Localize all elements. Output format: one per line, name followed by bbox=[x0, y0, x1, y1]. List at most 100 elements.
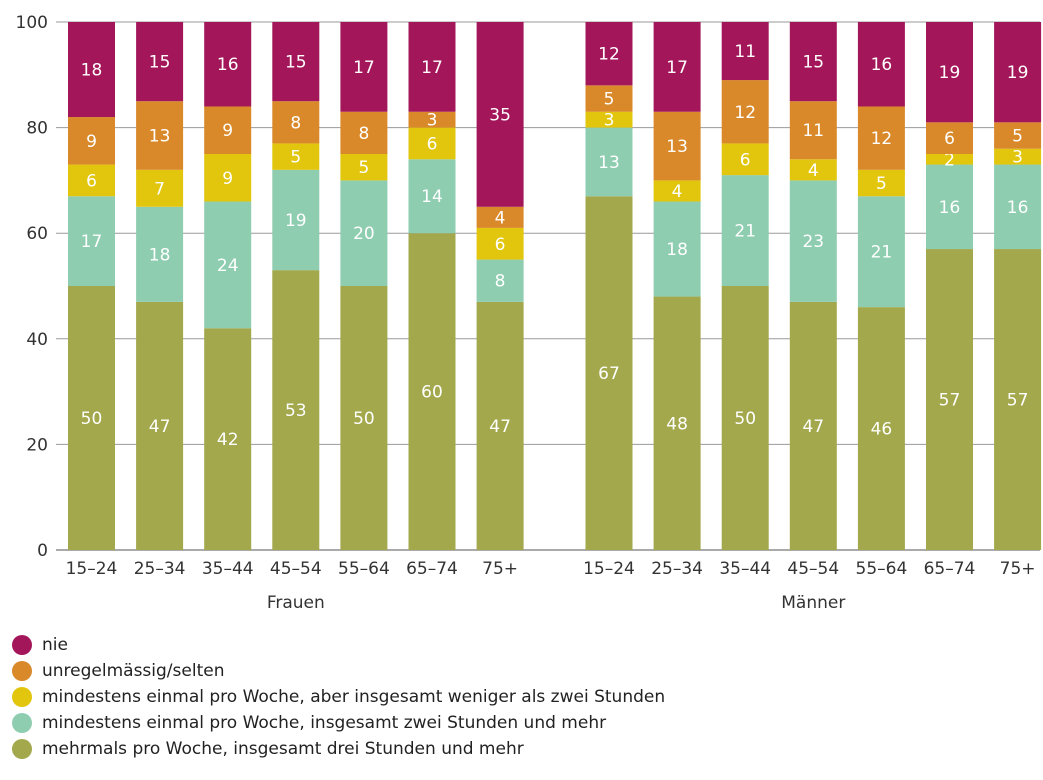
legend-label: mehrmals pro Woche, insgesamt drei Stund… bbox=[42, 739, 524, 759]
x-tick-label: 25–34 bbox=[134, 559, 186, 579]
bar-segment bbox=[721, 80, 769, 144]
data-label: 3 bbox=[604, 111, 615, 131]
bar-segment bbox=[340, 180, 388, 286]
bar-segment bbox=[476, 206, 524, 228]
data-label: 11 bbox=[802, 121, 824, 141]
data-label: 16 bbox=[871, 55, 893, 75]
data-label: 3 bbox=[1012, 148, 1023, 168]
data-label: 50 bbox=[734, 409, 756, 429]
data-label: 19 bbox=[285, 211, 307, 231]
legend-swatch bbox=[12, 661, 32, 681]
bar-segment bbox=[272, 101, 320, 144]
bar-segment bbox=[340, 286, 388, 550]
data-label: 8 bbox=[290, 113, 301, 133]
data-label: 17 bbox=[81, 232, 103, 252]
bar-segment bbox=[994, 249, 1042, 551]
data-label: 57 bbox=[1007, 391, 1029, 411]
x-tick-label: 55–64 bbox=[338, 559, 390, 579]
bar-segment bbox=[585, 127, 633, 197]
bar-segment bbox=[204, 328, 252, 550]
bar-segment bbox=[994, 148, 1042, 165]
bar-segment bbox=[272, 143, 320, 170]
legend-label: unregelmässig/selten bbox=[42, 661, 225, 681]
x-tick-label: 75+ bbox=[1000, 559, 1036, 579]
legend-item: unregelmässig/selten bbox=[12, 658, 665, 684]
data-label: 47 bbox=[489, 417, 511, 437]
x-tick-label: 15–24 bbox=[66, 559, 118, 579]
bar-segment bbox=[926, 122, 973, 154]
legend: nie unregelmässig/selten mindestens einmal… bbox=[12, 632, 665, 762]
bar-segment bbox=[926, 164, 973, 250]
data-label: 47 bbox=[802, 417, 824, 437]
bar-segment bbox=[476, 259, 524, 302]
y-tick-label: 100 bbox=[16, 13, 48, 33]
data-label: 15 bbox=[285, 53, 307, 73]
data-label: 6 bbox=[495, 235, 506, 255]
data-label: 6 bbox=[86, 171, 97, 191]
bar-segment bbox=[68, 22, 115, 118]
bar-segment bbox=[994, 164, 1042, 250]
bar-segment bbox=[789, 101, 837, 160]
bar-segment bbox=[272, 22, 320, 102]
data-label: 21 bbox=[734, 222, 756, 242]
data-label: 9 bbox=[222, 121, 233, 141]
data-label: 5 bbox=[290, 148, 301, 168]
bar-segment bbox=[926, 22, 973, 123]
x-tick-label: 75+ bbox=[482, 559, 518, 579]
y-tick-label: 40 bbox=[26, 330, 48, 350]
bar-segment bbox=[476, 301, 524, 550]
data-label: 15 bbox=[149, 53, 171, 73]
bar-segment bbox=[476, 22, 524, 207]
data-label: 57 bbox=[939, 391, 961, 411]
data-label: 13 bbox=[149, 127, 171, 147]
legend-swatch bbox=[12, 739, 32, 759]
x-tick-label: 35–44 bbox=[202, 559, 254, 579]
data-label: 67 bbox=[598, 364, 620, 384]
x-tick-label: 45–54 bbox=[270, 559, 322, 579]
data-label: 16 bbox=[1007, 198, 1029, 218]
data-label: 48 bbox=[666, 414, 688, 434]
bar-segment bbox=[926, 154, 973, 165]
bar-segment bbox=[204, 201, 252, 329]
bar-segment bbox=[340, 22, 388, 112]
bar-segment bbox=[653, 201, 701, 297]
data-label: 8 bbox=[495, 272, 506, 292]
bar-segment bbox=[408, 233, 456, 550]
bar-segment bbox=[857, 169, 905, 197]
bar-segment bbox=[476, 227, 524, 260]
y-tick-label: 80 bbox=[26, 119, 48, 139]
data-label: 4 bbox=[672, 182, 683, 202]
bar-segment bbox=[272, 169, 320, 271]
bar-segment bbox=[994, 122, 1042, 149]
data-label: 35 bbox=[489, 105, 511, 125]
data-label: 17 bbox=[666, 58, 688, 78]
legend-swatch bbox=[12, 635, 32, 655]
data-label: 6 bbox=[427, 134, 438, 154]
data-label: 2 bbox=[944, 150, 955, 170]
data-label: 15 bbox=[802, 53, 824, 73]
data-label: 4 bbox=[495, 208, 506, 228]
bar-segment bbox=[789, 22, 837, 102]
data-label: 19 bbox=[1007, 63, 1029, 83]
data-label: 17 bbox=[353, 58, 375, 78]
data-label: 6 bbox=[944, 129, 955, 149]
data-label: 46 bbox=[871, 420, 893, 440]
x-tick-label: 25–34 bbox=[651, 559, 703, 579]
bars: 5017691847187131542249916531958155020581… bbox=[68, 22, 1042, 551]
bar-segment bbox=[204, 22, 252, 107]
data-label: 3 bbox=[427, 111, 438, 131]
bar-segment bbox=[653, 22, 701, 112]
bar-segment bbox=[857, 106, 905, 170]
bar-segment bbox=[585, 196, 633, 551]
x-tick-label: 55–64 bbox=[856, 559, 908, 579]
data-label: 12 bbox=[598, 45, 620, 65]
legend-item: mindestens einmal pro Woche, insgesamt z… bbox=[12, 710, 665, 736]
data-label: 5 bbox=[358, 158, 369, 178]
bar-segment bbox=[857, 307, 905, 550]
data-label: 18 bbox=[149, 245, 171, 265]
legend-swatch bbox=[12, 687, 32, 707]
legend-item: mehrmals pro Woche, insgesamt drei Stund… bbox=[12, 736, 665, 762]
data-label: 24 bbox=[217, 256, 239, 276]
bar-segment bbox=[136, 301, 184, 550]
